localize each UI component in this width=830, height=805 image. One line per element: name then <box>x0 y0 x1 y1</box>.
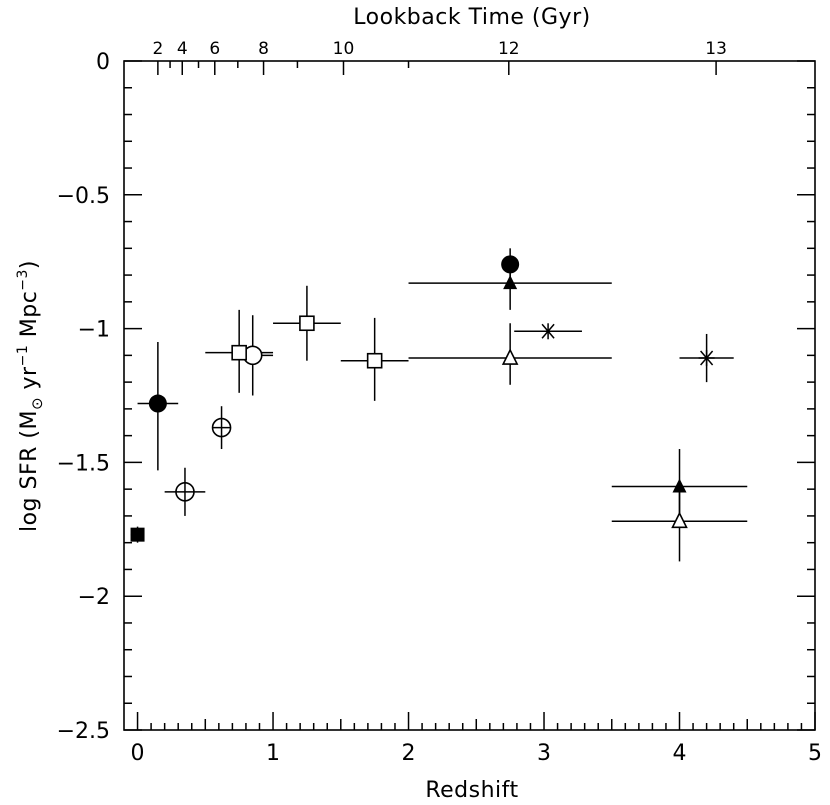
top-tick-label: 8 <box>258 39 269 59</box>
marker-triangle-open <box>501 348 519 365</box>
data-point <box>698 350 715 367</box>
y-tick-label: −1 <box>78 318 110 343</box>
y-axis-label-main: log SFR (M <box>17 410 42 532</box>
top-tick-label: 12 <box>498 39 520 59</box>
data-marks <box>130 248 748 562</box>
data-point <box>540 323 557 340</box>
marker-square-filled <box>130 527 145 542</box>
marker-circle-filled <box>148 394 167 413</box>
data-point <box>501 255 520 274</box>
top-axis-label: Lookback Time (Gyr) <box>353 5 590 30</box>
x-tick-label: 1 <box>266 741 280 766</box>
data-point <box>672 478 687 493</box>
y-tick-label: 0 <box>96 50 110 75</box>
y-axis-label-unit2: Mpc <box>17 291 42 345</box>
marker-triangle-filled <box>503 275 518 290</box>
marker-square-open <box>299 315 315 332</box>
data-point <box>299 315 315 332</box>
data-point <box>211 417 232 438</box>
data-point <box>130 527 145 542</box>
x-tick-label: 5 <box>808 741 822 766</box>
data-point <box>175 482 195 502</box>
y-axis-label-close: ) <box>17 260 42 269</box>
y-axis-label-exp1: −1 <box>15 345 31 367</box>
data-point <box>148 394 167 413</box>
x-tick-label: 4 <box>673 741 687 766</box>
data-point <box>366 352 383 369</box>
marker-square-open <box>366 352 383 369</box>
y-tick-label: −2.5 <box>57 719 110 744</box>
y-tick-label: −0.5 <box>57 184 110 209</box>
axes <box>123 60 816 731</box>
top-tick-label: 13 <box>705 39 727 59</box>
data-point <box>231 344 247 361</box>
x-tick-label: 0 <box>131 741 145 766</box>
y-axis-label-unit1: yr <box>17 366 42 397</box>
labels: Lookback Time (Gyr) Redshift log SFR (M⊙… <box>15 5 590 803</box>
x-axis-label: Redshift <box>425 778 518 803</box>
top-tick-label: 6 <box>209 39 220 59</box>
plot-frame <box>123 60 816 731</box>
marker-triangle-open <box>671 511 688 529</box>
marker-triangle-filled <box>672 478 687 493</box>
y-axis-label-sun: ⊙ <box>28 397 46 410</box>
ticks: 0 1 2 3 4 50−0.5−1−1.5−2−2.52 4 6 8 10 12 13 <box>57 39 822 766</box>
y-tick-label: −2 <box>78 585 110 610</box>
data-point <box>671 511 688 529</box>
marker-circle-filled <box>501 255 520 274</box>
x-tick-label: 3 <box>537 741 551 766</box>
y-axis-label-exp2: −3 <box>15 269 31 291</box>
top-tick-label: 2 <box>152 39 163 59</box>
x-tick-label: 2 <box>402 741 416 766</box>
top-tick-label: 4 <box>177 39 188 59</box>
marker-square-open <box>231 344 247 361</box>
data-point <box>503 275 518 290</box>
data-point <box>501 348 519 365</box>
y-tick-label: −1.5 <box>57 451 110 476</box>
top-tick-label: 10 <box>333 39 355 59</box>
y-axis-label: log SFR (M⊙ yr−1 Mpc−3) <box>15 260 46 532</box>
